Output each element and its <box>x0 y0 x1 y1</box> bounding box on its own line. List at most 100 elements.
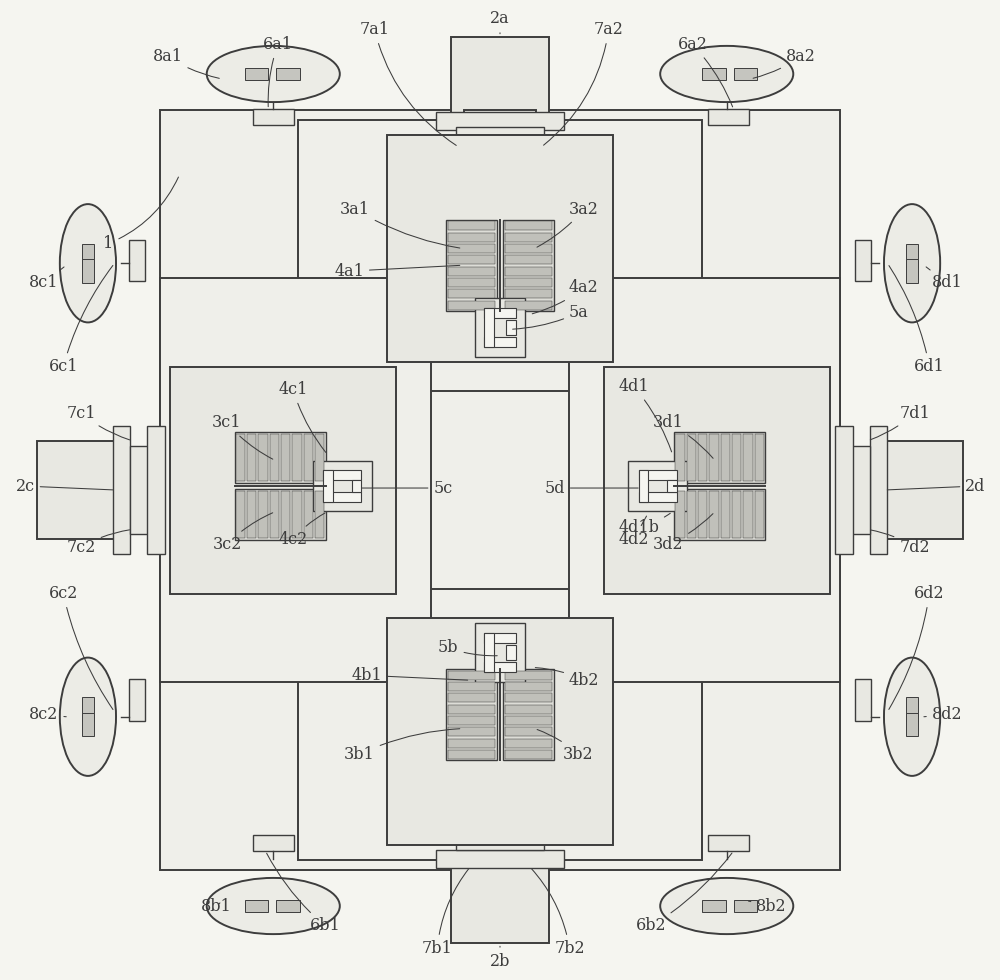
Bar <box>505 716 552 725</box>
Bar <box>505 267 552 275</box>
Text: 4c2: 4c2 <box>279 513 325 548</box>
Bar <box>475 623 525 682</box>
Text: 3c1: 3c1 <box>212 415 273 460</box>
Text: 6a2: 6a2 <box>677 36 733 107</box>
Bar <box>639 493 677 502</box>
Bar <box>505 670 552 680</box>
Text: 3d2: 3d2 <box>653 514 713 553</box>
Bar <box>484 308 494 347</box>
Text: 6a1: 6a1 <box>263 36 293 107</box>
Bar <box>298 589 702 859</box>
Bar <box>448 727 495 736</box>
Bar <box>855 679 871 720</box>
Bar <box>37 441 116 539</box>
Text: 8c1: 8c1 <box>29 267 64 291</box>
Bar <box>505 289 552 298</box>
Bar <box>147 426 165 554</box>
Text: 2d: 2d <box>887 477 986 495</box>
Bar <box>456 127 544 147</box>
Text: 3b1: 3b1 <box>344 729 460 762</box>
Bar <box>315 434 324 481</box>
Bar <box>505 232 552 242</box>
Text: 6b1: 6b1 <box>267 854 340 934</box>
Ellipse shape <box>660 46 793 102</box>
Bar <box>82 260 94 283</box>
Text: 8a2: 8a2 <box>753 48 816 78</box>
Bar <box>505 682 552 691</box>
Bar <box>245 68 268 80</box>
Text: 5a: 5a <box>513 304 589 329</box>
Text: 8d1: 8d1 <box>926 267 963 291</box>
Bar <box>484 337 516 347</box>
Bar <box>270 434 279 481</box>
Text: 3d1: 3d1 <box>653 415 713 459</box>
Text: 4b2: 4b2 <box>535 667 600 689</box>
Bar <box>292 491 302 538</box>
Bar <box>639 470 677 479</box>
Text: 7b2: 7b2 <box>531 868 585 956</box>
Bar <box>505 244 552 253</box>
Text: 7b1: 7b1 <box>422 869 469 956</box>
Bar <box>674 489 765 540</box>
Bar <box>505 739 552 748</box>
Bar <box>323 470 333 502</box>
Bar <box>323 493 361 502</box>
Bar <box>755 434 764 481</box>
Text: 4d2: 4d2 <box>618 516 649 548</box>
Bar <box>674 432 765 483</box>
Text: 4d1: 4d1 <box>618 378 672 452</box>
Text: 7d1: 7d1 <box>870 405 930 440</box>
Text: 3a2: 3a2 <box>537 201 599 247</box>
Bar <box>129 239 145 281</box>
Text: 6d2: 6d2 <box>889 585 945 710</box>
Ellipse shape <box>60 204 116 322</box>
Bar <box>475 298 525 357</box>
Bar <box>245 900 268 912</box>
Bar <box>721 434 730 481</box>
Bar <box>247 491 256 538</box>
Bar <box>835 426 853 554</box>
Ellipse shape <box>660 878 793 934</box>
Bar <box>160 111 840 869</box>
Bar <box>506 645 516 661</box>
Bar <box>235 489 326 540</box>
Bar <box>505 750 552 760</box>
Bar <box>446 220 497 311</box>
Bar <box>170 367 396 594</box>
Bar <box>236 491 245 538</box>
Bar <box>732 491 741 538</box>
Bar <box>906 697 918 720</box>
Text: 4c1: 4c1 <box>278 381 326 453</box>
Bar <box>235 432 326 483</box>
Bar <box>464 702 536 815</box>
Bar <box>304 434 313 481</box>
Bar <box>129 679 145 720</box>
Ellipse shape <box>207 46 340 102</box>
Bar <box>298 121 702 391</box>
Bar <box>292 434 302 481</box>
Text: 6b2: 6b2 <box>636 853 732 934</box>
Text: 7c1: 7c1 <box>66 405 130 440</box>
Bar <box>451 864 549 944</box>
Bar <box>721 491 730 538</box>
Bar <box>505 221 552 230</box>
Bar <box>160 278 431 682</box>
Text: 8b1: 8b1 <box>201 898 232 914</box>
Bar <box>315 491 324 538</box>
Bar <box>258 491 268 538</box>
Bar <box>448 221 495 230</box>
Bar <box>708 835 749 851</box>
Bar <box>505 694 552 703</box>
Bar <box>734 68 757 80</box>
Bar <box>702 68 726 80</box>
Bar <box>755 491 764 538</box>
Bar <box>850 446 870 534</box>
Ellipse shape <box>207 878 340 934</box>
Bar <box>448 739 495 748</box>
Text: 6d1: 6d1 <box>889 266 945 375</box>
Bar <box>484 633 494 672</box>
Bar <box>906 712 918 736</box>
Bar <box>855 239 871 281</box>
Bar <box>569 278 840 682</box>
Text: 4a1: 4a1 <box>334 263 460 279</box>
